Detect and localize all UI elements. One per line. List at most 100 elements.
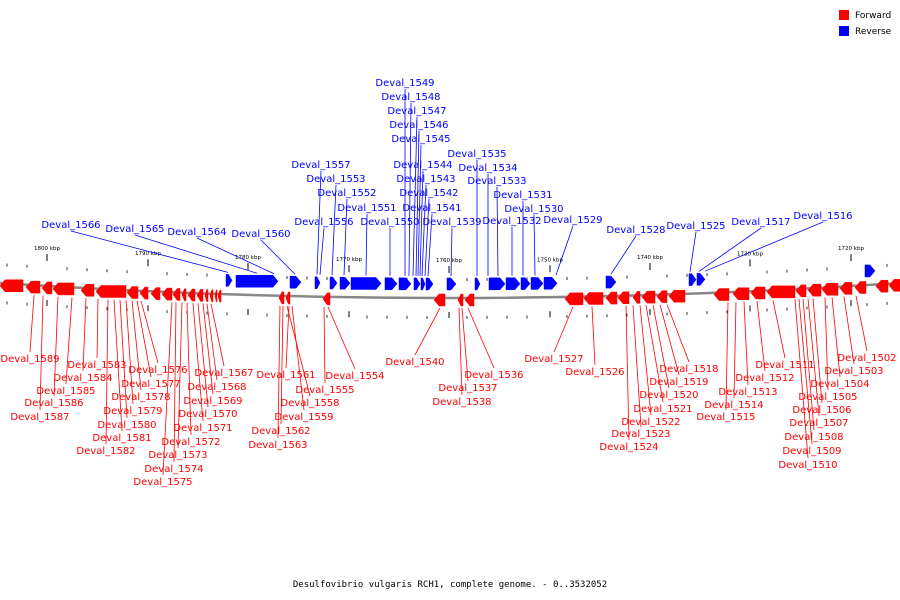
forward-gene-arrow[interactable] xyxy=(433,293,446,307)
gene-label-deval-1564[interactable]: Deval_1564 xyxy=(167,227,226,238)
gene-label-deval-1573[interactable]: Deval_1573 xyxy=(148,450,207,461)
gene-label-deval-1557[interactable]: Deval_1557 xyxy=(291,160,350,171)
gene-label-deval-1542[interactable]: Deval_1542 xyxy=(399,188,458,199)
reverse-gene-arrow[interactable] xyxy=(413,277,421,291)
gene-label-deval-1514[interactable]: Deval_1514 xyxy=(704,400,763,411)
forward-gene-arrow[interactable] xyxy=(641,290,656,304)
gene-label-deval-1534[interactable]: Deval_1534 xyxy=(458,163,517,174)
reverse-gene-arrow[interactable] xyxy=(505,277,521,290)
gene-label-deval-1584[interactable]: Deval_1584 xyxy=(53,373,112,384)
forward-gene-arrow[interactable] xyxy=(457,293,464,307)
gene-label-deval-1529[interactable]: Deval_1529 xyxy=(543,215,602,226)
gene-label-deval-1526[interactable]: Deval_1526 xyxy=(565,367,624,378)
gene-label-deval-1545[interactable]: Deval_1545 xyxy=(391,134,450,145)
gene-label-deval-1551[interactable]: Deval_1551 xyxy=(337,203,396,214)
gene-label-deval-1582[interactable]: Deval_1582 xyxy=(76,446,135,457)
reverse-gene-arrow[interactable] xyxy=(384,277,398,290)
gene-label-deval-1508[interactable]: Deval_1508 xyxy=(784,432,843,443)
forward-gene-arrow[interactable] xyxy=(172,288,181,301)
gene-label-deval-1540[interactable]: Deval_1540 xyxy=(385,357,444,368)
gene-label-deval-1546[interactable]: Deval_1546 xyxy=(389,120,448,131)
gene-label-deval-1559[interactable]: Deval_1559 xyxy=(274,412,333,423)
forward-gene-arrow[interactable] xyxy=(52,282,75,296)
gene-label-deval-1571[interactable]: Deval_1571 xyxy=(173,423,232,434)
gene-label-deval-1538[interactable]: Deval_1538 xyxy=(432,397,491,408)
gene-label-deval-1522[interactable]: Deval_1522 xyxy=(621,417,680,428)
reverse-gene-arrow[interactable] xyxy=(688,273,697,286)
forward-gene-arrow[interactable] xyxy=(139,286,149,300)
forward-gene-arrow[interactable] xyxy=(732,287,750,300)
reverse-gene-arrow[interactable] xyxy=(235,274,279,288)
reverse-gene-arrow[interactable] xyxy=(696,273,706,286)
gene-label-deval-1569[interactable]: Deval_1569 xyxy=(183,396,242,407)
forward-gene-arrow[interactable] xyxy=(821,283,839,296)
gene-label-deval-1525[interactable]: Deval_1525 xyxy=(666,221,725,232)
forward-gene-arrow[interactable] xyxy=(285,291,291,305)
gene-label-deval-1547[interactable]: Deval_1547 xyxy=(387,106,446,117)
gene-label-deval-1507[interactable]: Deval_1507 xyxy=(789,418,848,429)
forward-gene-arrow[interactable] xyxy=(0,279,24,293)
forward-gene-arrow[interactable] xyxy=(713,288,730,301)
forward-gene-arrow[interactable] xyxy=(795,284,807,298)
gene-label-deval-1524[interactable]: Deval_1524 xyxy=(599,442,658,453)
gene-label-deval-1523[interactable]: Deval_1523 xyxy=(611,429,670,440)
gene-label-deval-1506[interactable]: Deval_1506 xyxy=(792,405,851,416)
forward-gene-arrow[interactable] xyxy=(656,290,668,303)
reverse-gene-arrow[interactable] xyxy=(543,277,558,290)
forward-gene-arrow[interactable] xyxy=(888,279,900,292)
gene-label-deval-1510[interactable]: Deval_1510 xyxy=(778,460,837,471)
forward-gene-arrow[interactable] xyxy=(583,292,604,305)
forward-gene-arrow[interactable] xyxy=(564,292,584,306)
gene-label-deval-1552[interactable]: Deval_1552 xyxy=(317,188,376,199)
forward-gene-arrow[interactable] xyxy=(668,289,686,303)
gene-label-deval-1583[interactable]: Deval_1583 xyxy=(67,360,126,371)
forward-gene-arrow[interactable] xyxy=(875,279,889,293)
forward-gene-arrow[interactable] xyxy=(766,285,796,299)
gene-label-deval-1558[interactable]: Deval_1558 xyxy=(280,398,339,409)
gene-label-deval-1520[interactable]: Deval_1520 xyxy=(639,390,698,401)
forward-gene-arrow[interactable] xyxy=(126,286,139,299)
gene-label-deval-1543[interactable]: Deval_1543 xyxy=(396,174,455,185)
gene-label-deval-1517[interactable]: Deval_1517 xyxy=(731,217,790,228)
gene-label-deval-1587[interactable]: Deval_1587 xyxy=(10,412,69,423)
gene-label-deval-1586[interactable]: Deval_1586 xyxy=(24,398,83,409)
forward-gene-arrow[interactable] xyxy=(464,293,475,307)
forward-gene-arrow[interactable] xyxy=(839,282,853,295)
forward-gene-arrow[interactable] xyxy=(750,286,766,300)
forward-gene-arrow[interactable] xyxy=(209,289,214,303)
forward-gene-arrow[interactable] xyxy=(632,291,641,304)
reverse-gene-arrow[interactable] xyxy=(329,276,338,290)
forward-gene-arrow[interactable] xyxy=(187,288,196,302)
gene-label-deval-1541[interactable]: Deval_1541 xyxy=(402,203,461,214)
gene-label-deval-1549[interactable]: Deval_1549 xyxy=(375,78,434,89)
gene-label-deval-1578[interactable]: Deval_1578 xyxy=(111,392,170,403)
reverse-gene-arrow[interactable] xyxy=(474,277,481,291)
gene-label-deval-1572[interactable]: Deval_1572 xyxy=(161,437,220,448)
gene-label-deval-1509[interactable]: Deval_1509 xyxy=(782,446,841,457)
forward-gene-arrow[interactable] xyxy=(204,289,209,302)
reverse-gene-arrow[interactable] xyxy=(420,277,426,291)
gene-label-deval-1518[interactable]: Deval_1518 xyxy=(659,364,718,375)
gene-label-deval-1576[interactable]: Deval_1576 xyxy=(128,365,187,376)
gene-label-deval-1574[interactable]: Deval_1574 xyxy=(144,464,203,475)
gene-label-deval-1580[interactable]: Deval_1580 xyxy=(97,420,156,431)
gene-label-deval-1544[interactable]: Deval_1544 xyxy=(393,160,452,171)
gene-label-deval-1516[interactable]: Deval_1516 xyxy=(793,211,852,222)
reverse-gene-arrow[interactable] xyxy=(425,277,434,291)
gene-label-deval-1566[interactable]: Deval_1566 xyxy=(41,220,100,231)
gene-label-deval-1528[interactable]: Deval_1528 xyxy=(606,225,665,236)
reverse-gene-arrow[interactable] xyxy=(520,277,531,290)
forward-gene-arrow[interactable] xyxy=(80,284,95,297)
gene-label-deval-1577[interactable]: Deval_1577 xyxy=(121,379,180,390)
gene-label-deval-1570[interactable]: Deval_1570 xyxy=(178,409,237,420)
gene-label-deval-1585[interactable]: Deval_1585 xyxy=(36,386,95,397)
forward-gene-arrow[interactable] xyxy=(41,281,53,295)
reverse-gene-arrow[interactable] xyxy=(530,277,544,290)
forward-gene-arrow[interactable] xyxy=(25,280,41,294)
gene-label-deval-1502[interactable]: Deval_1502 xyxy=(837,353,896,364)
gene-label-deval-1515[interactable]: Deval_1515 xyxy=(696,412,755,423)
forward-gene-arrow[interactable] xyxy=(196,289,204,302)
gene-label-deval-1531[interactable]: Deval_1531 xyxy=(493,190,552,201)
gene-label-deval-1560[interactable]: Deval_1560 xyxy=(231,229,290,240)
forward-gene-arrow[interactable] xyxy=(161,287,173,301)
